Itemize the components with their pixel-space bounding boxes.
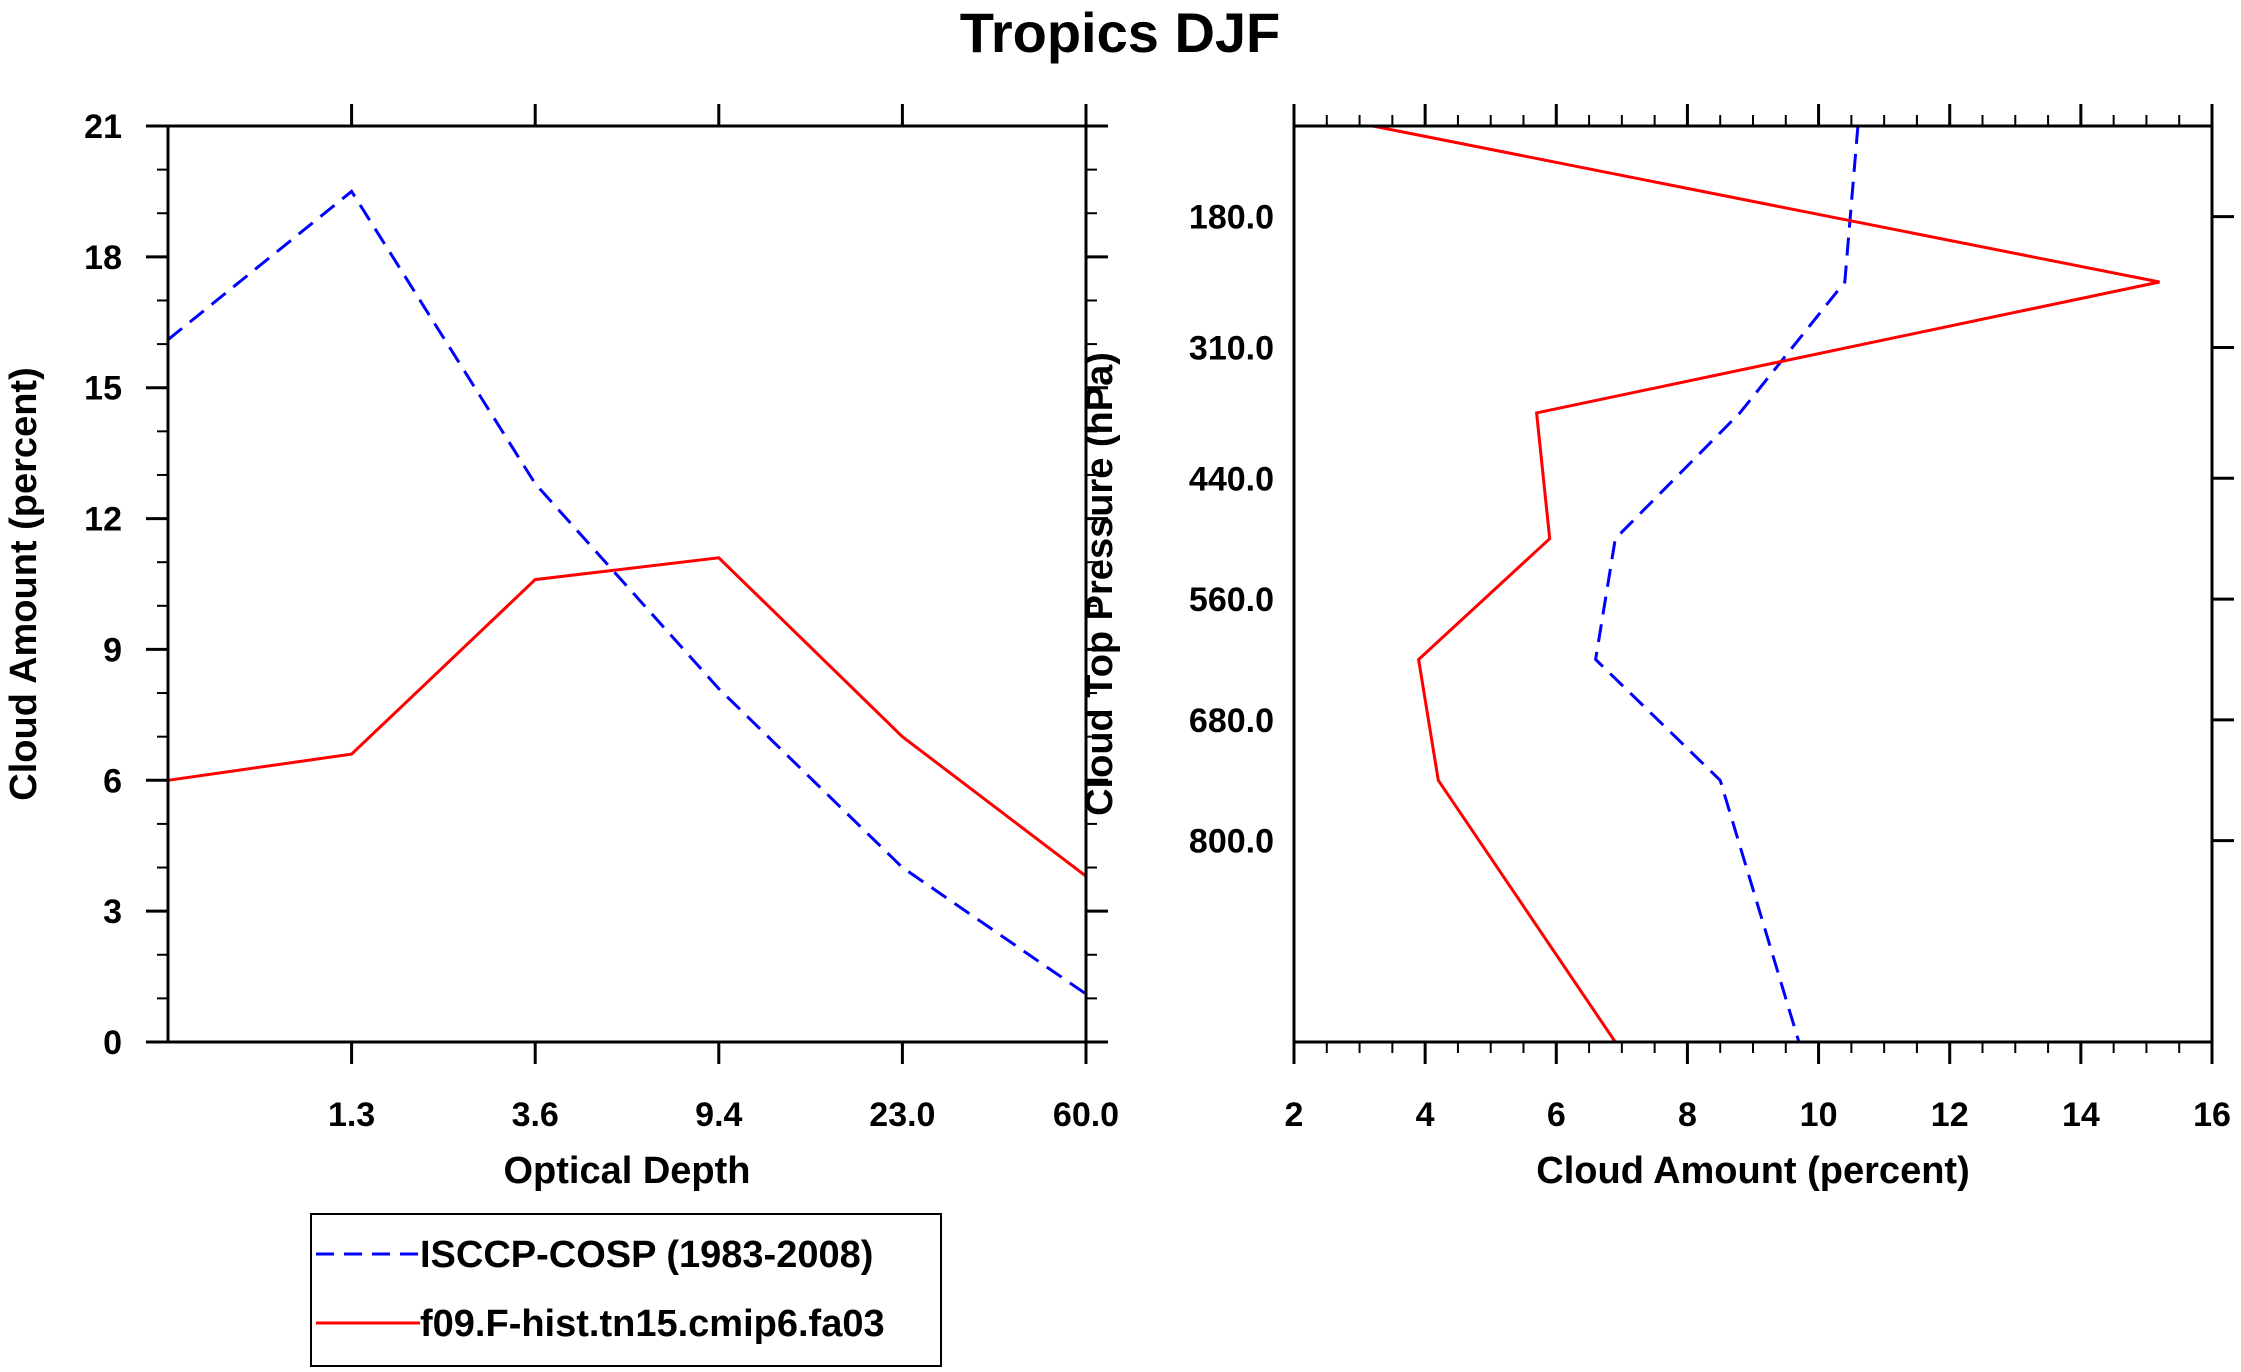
y-tick-label: 15 [84, 370, 122, 408]
y-tick-label: 9 [103, 631, 122, 669]
y-axis-label: Cloud Amount (percent) [3, 367, 45, 800]
legend-box [310, 1213, 942, 1367]
y-tick-label: 3 [103, 893, 122, 931]
plot-frame [1292, 124, 2214, 1044]
legend: ISCCP-COSP (1983-2008) f09.F-hist.tn15.c… [310, 1213, 942, 1367]
series-line-isccp-cosp-1983-2008 [167, 189, 1087, 996]
series-line-isccp-cosp-1983-2008 [1593, 125, 1860, 1043]
x-tick-label: 1.3 [328, 1096, 375, 1134]
plot-frame [166, 124, 1088, 1044]
x-tick-label: 6 [1547, 1096, 1566, 1134]
x-axis-label: Cloud Amount (percent) [1536, 1150, 1969, 1192]
x-tick-label: 14 [2062, 1096, 2100, 1134]
y-tick-label: 21 [84, 108, 122, 146]
x-tick-label: 10 [1800, 1096, 1838, 1134]
optical-depth-plot: 0 3 6 9 12 15 18 21 1.3 3.6 9.4 23.0 60.0 Optical Dep… [3, 104, 1119, 1192]
legend-label-model: f09.F-hist.tn15.cmip6.fa03 [420, 1303, 885, 1345]
y-tick-label: 800.0 [1189, 823, 1274, 861]
legend-label-isccp: ISCCP-COSP (1983-2008) [420, 1234, 873, 1276]
y-tick-label: 440.0 [1189, 460, 1274, 498]
x-tick-label: 2 [1285, 1096, 1304, 1134]
x-tick-label: 12 [1931, 1096, 1969, 1134]
x-tick-label: 60.0 [1053, 1096, 1119, 1134]
y-tick-label: 180.0 [1189, 199, 1274, 237]
x-tick-label: 8 [1678, 1096, 1697, 1134]
y-tick-label: 560.0 [1189, 581, 1274, 619]
x-axis-label: Optical Depth [503, 1150, 750, 1192]
y-axis-label: Cloud Top Pressure (hPa) [1079, 352, 1121, 816]
x-tick-label: 4 [1416, 1096, 1435, 1134]
x-tick-label: 16 [2193, 1096, 2231, 1134]
pressure-profile-plot: 2 4 6 8 10 12 14 16 180.0 310.0 440.0 560.0 680.0 800… [1079, 104, 2234, 1192]
y-tick-label: 680.0 [1189, 702, 1274, 740]
y-tick-label: 18 [84, 239, 122, 277]
y-tick-label: 310.0 [1189, 329, 1274, 367]
x-tick-label: 23.0 [869, 1096, 935, 1134]
series-line-f09-f-hist-tn15-cmip6-fa03 [1372, 124, 2160, 1043]
y-tick-label: 12 [84, 501, 122, 539]
y-tick-label: 0 [103, 1024, 122, 1062]
x-tick-label: 3.6 [512, 1096, 559, 1134]
series-line-f09-f-hist-tn15-cmip6-fa03 [167, 556, 1087, 878]
x-tick-label: 9.4 [695, 1096, 742, 1134]
y-tick-label: 6 [103, 762, 122, 800]
figure-title: Tropics DJF [960, 1, 1281, 64]
